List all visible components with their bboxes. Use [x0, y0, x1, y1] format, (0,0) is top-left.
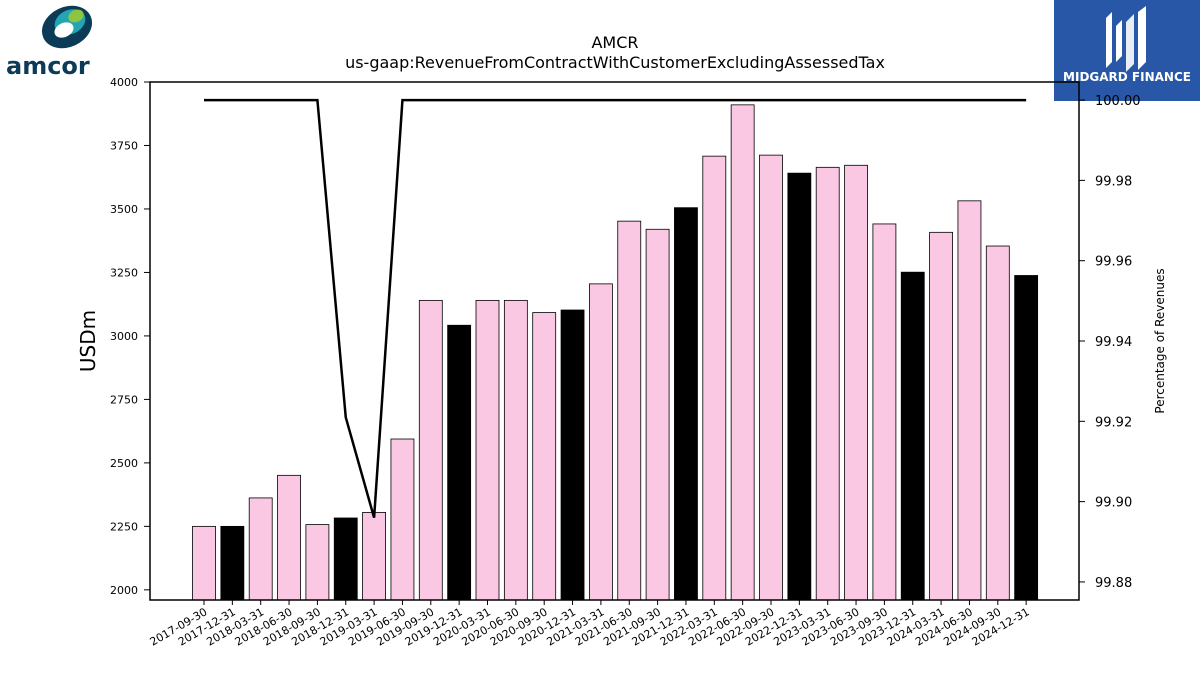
y2-tick-label: 99.90	[1095, 496, 1132, 511]
y-tick-label: 2000	[110, 584, 138, 597]
bar-2024-12-31	[1014, 275, 1039, 601]
y2-axis-label: Percentage of Revenues	[1153, 268, 1167, 413]
bar-2019-03-31	[362, 511, 387, 601]
bar-2022-12-31	[787, 172, 812, 601]
y-axis-label: USDm	[76, 310, 100, 372]
chart-subtitle: us-gaap:RevenueFromContractWithCustomerE…	[345, 53, 885, 72]
bar-2023-06-30	[844, 164, 868, 601]
y2-tick-label: 99.94	[1095, 335, 1132, 350]
x-axis: 2017-09-302017-12-312018-03-312018-06-30…	[148, 600, 1032, 649]
bar-2023-09-30	[872, 223, 897, 601]
y-tick-label: 4000	[110, 76, 138, 89]
bar-2019-06-30	[390, 438, 415, 601]
bar-2024-09-30	[985, 245, 1010, 601]
percentage-line-series	[204, 98, 1027, 519]
y-tick-label: 3750	[110, 139, 138, 152]
midgard-logo-text: MIDGARD FINANCE	[1063, 70, 1191, 84]
bar-2019-09-30	[418, 299, 443, 601]
bar-2021-12-31	[674, 207, 698, 601]
bar-2018-12-31	[333, 517, 358, 601]
bar-2024-03-31	[929, 231, 953, 601]
amcor-logo-mark	[41, 5, 93, 49]
bar-2020-03-31	[475, 299, 500, 601]
y2-tick-label: 99.96	[1095, 255, 1132, 270]
y-tick-label: 3500	[110, 203, 138, 216]
bar-2020-09-30	[532, 312, 557, 601]
percentage-line	[204, 98, 1027, 519]
y2-tick-label: 99.98	[1095, 174, 1132, 189]
bar-2018-03-31	[248, 497, 273, 601]
y-tick-label: 3000	[110, 330, 138, 343]
amcor-logo: amcor	[0, 0, 100, 85]
y2-tick-label: 100.00	[1095, 94, 1141, 109]
y-tick-label: 2750	[110, 393, 138, 406]
bar-2017-09-30	[192, 525, 216, 601]
y-tick-label: 3250	[110, 266, 138, 279]
bar-2022-09-30	[759, 154, 783, 601]
midgard-finance-logo: MIDGARD FINANCE	[1054, 0, 1200, 101]
bar-series	[192, 104, 1039, 601]
bar-2022-06-30	[730, 104, 755, 601]
left-y-axis: 2000 2250 2500 2750 3000 3250 3500 3750 4000	[110, 76, 150, 597]
y-tick-label: 2250	[110, 520, 138, 533]
y2-tick-label: 99.92	[1095, 415, 1132, 430]
bar-2021-03-31	[589, 283, 613, 601]
bar-2023-12-31	[900, 271, 925, 601]
amcor-logo-text: amcor	[6, 52, 90, 80]
bar-2018-09-30	[305, 524, 330, 601]
bar-2018-06-30	[277, 474, 301, 601]
midgard-logo-mark	[1106, 6, 1146, 72]
bar-2022-03-31	[702, 155, 727, 601]
y-tick-label: 2500	[110, 457, 138, 470]
bar-2020-12-31	[560, 309, 585, 601]
bar-2020-06-30	[503, 299, 528, 601]
bar-2021-09-30	[645, 228, 670, 601]
bar-2023-03-31	[815, 166, 840, 601]
bar-2021-06-30	[617, 220, 642, 601]
bar-2019-12-31	[447, 324, 472, 601]
chart-title: AMCR	[591, 33, 638, 52]
bar-2024-06-30	[957, 200, 982, 601]
bar-2017-12-31	[220, 525, 245, 601]
right-y-axis: 99.88 99.90 99.92 99.94 99.96 99.98 100.00	[1079, 94, 1141, 591]
y2-tick-label: 99.88	[1095, 576, 1132, 591]
